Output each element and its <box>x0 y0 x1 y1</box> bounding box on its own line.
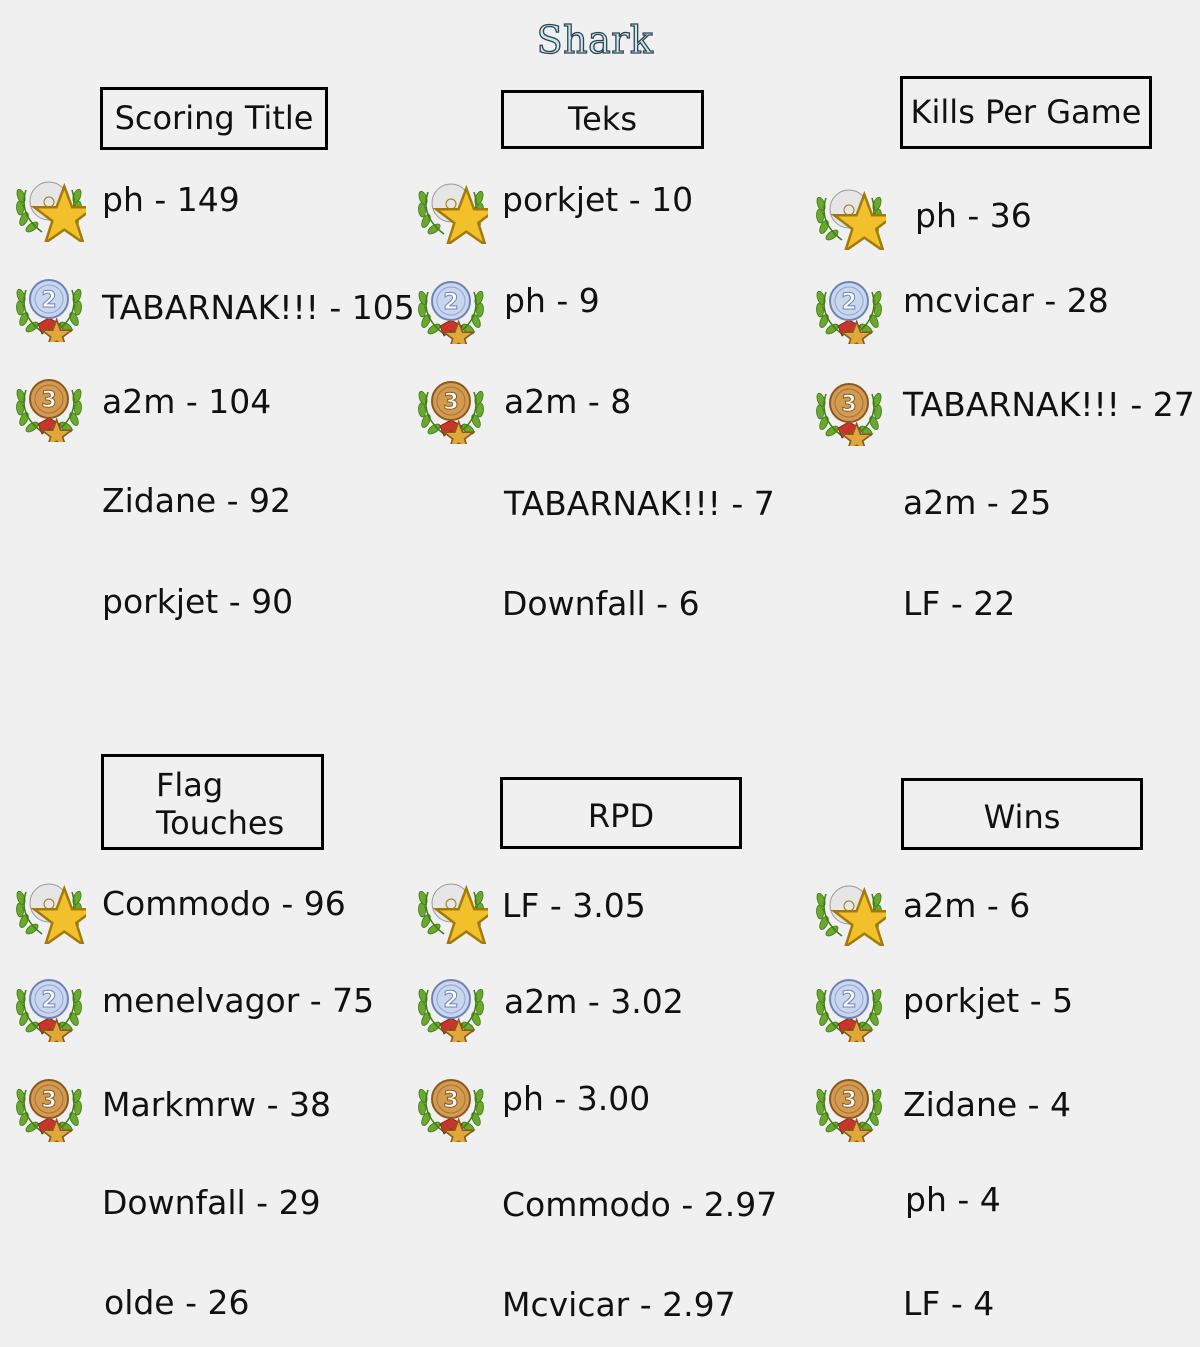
leaderboard-entry: a2m - 3.02 <box>504 982 684 1021</box>
leaderboard-entry: Downfall - 6 <box>502 584 700 623</box>
category-header-wins: Wins <box>901 778 1143 850</box>
silver-medal-icon: 2 <box>12 268 86 342</box>
gold-medal-icon <box>812 872 886 946</box>
leaderboard-entry: ph - 149 <box>102 180 240 219</box>
svg-text:3: 3 <box>443 390 458 415</box>
leaderboard-entry: a2m - 6 <box>903 886 1031 925</box>
category-header-kills-per-game: Kills Per Game <box>900 76 1152 149</box>
leaderboard-entry: LF - 4 <box>903 1284 995 1323</box>
svg-text:2: 2 <box>841 290 856 315</box>
category-header-flag-touches: Flag Touches <box>101 754 324 850</box>
svg-text:3: 3 <box>41 388 56 413</box>
category-header-scoring-title: Scoring Title <box>100 87 328 150</box>
gold-medal-icon <box>12 870 86 944</box>
bronze-medal-icon: 3 <box>12 368 86 442</box>
leaderboard-entry: LF - 3.05 <box>502 886 646 925</box>
leaderboard-entry: porkjet - 5 <box>903 981 1074 1020</box>
page-title: Shark <box>536 17 654 62</box>
silver-medal-icon: 2 <box>12 968 86 1042</box>
gold-medal-icon <box>12 168 86 242</box>
leaderboard-entry: TABARNAK!!! - 7 <box>504 484 775 523</box>
svg-text:2: 2 <box>41 288 56 313</box>
leaderboard-entry: Zidane - 92 <box>102 481 292 520</box>
bronze-medal-icon: 3 <box>812 1068 886 1142</box>
leaderboard-entry: ph - 36 <box>915 196 1032 235</box>
svg-text:2: 2 <box>443 290 458 315</box>
gold-medal-icon <box>812 176 886 250</box>
silver-medal-icon: 2 <box>812 968 886 1042</box>
svg-text:3: 3 <box>841 392 856 417</box>
leaderboard-entry: olde - 26 <box>104 1283 250 1322</box>
bronze-medal-icon: 3 <box>414 1068 488 1142</box>
leaderboard-entry: Commodo - 96 <box>102 884 346 923</box>
leaderboard-entry: Markmrw - 38 <box>102 1085 331 1124</box>
leaderboard-entry: Downfall - 29 <box>102 1183 321 1222</box>
category-header-teks: Teks <box>501 90 704 149</box>
leaderboard-entry: Mcvicar - 2.97 <box>502 1285 736 1324</box>
leaderboard-entry: Zidane - 4 <box>903 1085 1072 1124</box>
gold-medal-icon <box>414 870 488 944</box>
leaderboard-entry: ph - 9 <box>504 281 600 320</box>
leaderboard-entry: a2m - 104 <box>102 382 272 421</box>
svg-text:2: 2 <box>841 988 856 1013</box>
leaderboard-entry: mcvicar - 28 <box>903 281 1109 320</box>
svg-text:2: 2 <box>443 988 458 1013</box>
svg-text:2: 2 <box>41 988 56 1013</box>
leaderboard-entry: TABARNAK!!! - 105 <box>102 288 415 327</box>
silver-medal-icon: 2 <box>414 270 488 344</box>
gold-medal-icon <box>414 170 488 244</box>
bronze-medal-icon: 3 <box>12 1068 86 1142</box>
leaderboard-entry: ph - 3.00 <box>502 1079 651 1118</box>
silver-medal-icon: 2 <box>812 270 886 344</box>
leaderboard-entry: menelvagor - 75 <box>102 981 375 1020</box>
leaderboard-entry: porkjet - 10 <box>502 180 694 219</box>
category-header-rpd: RPD <box>500 777 742 849</box>
bronze-medal-icon: 3 <box>812 372 886 446</box>
svg-text:3: 3 <box>841 1088 856 1113</box>
leaderboard-entry: a2m - 8 <box>504 382 632 421</box>
svg-text:3: 3 <box>443 1088 458 1113</box>
leaderboard-entry: LF - 22 <box>903 584 1016 623</box>
leaderboard-entry: TABARNAK!!! - 27 <box>903 385 1195 424</box>
leaderboard-entry: a2m - 25 <box>903 483 1052 522</box>
leaderboard-entry: porkjet - 90 <box>102 582 294 621</box>
svg-text:3: 3 <box>41 1088 56 1113</box>
leaderboard-entry: ph - 4 <box>905 1180 1001 1219</box>
bronze-medal-icon: 3 <box>414 370 488 444</box>
silver-medal-icon: 2 <box>414 968 488 1042</box>
leaderboard-entry: Commodo - 2.97 <box>502 1185 778 1224</box>
